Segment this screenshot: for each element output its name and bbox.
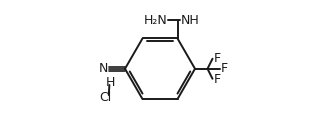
Text: H: H bbox=[106, 76, 115, 89]
Text: H₂N: H₂N bbox=[144, 14, 167, 27]
Text: F: F bbox=[220, 62, 228, 75]
Text: N: N bbox=[98, 62, 108, 75]
Text: F: F bbox=[213, 73, 220, 86]
Text: F: F bbox=[213, 52, 220, 65]
Text: Cl: Cl bbox=[100, 91, 112, 104]
Text: NH: NH bbox=[180, 14, 199, 27]
